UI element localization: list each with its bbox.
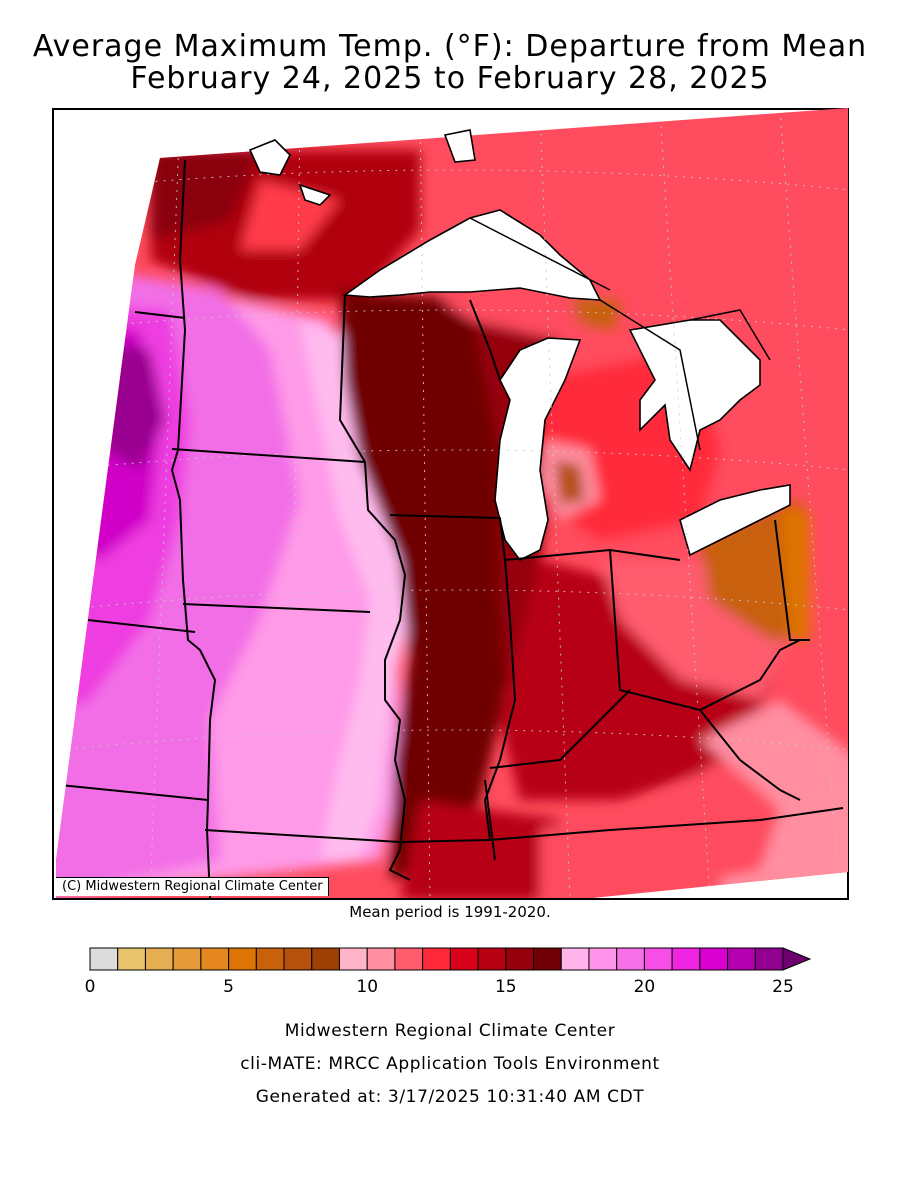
shaded-field: [56, 108, 848, 898]
map-title: Average Maximum Temp. (°F): Departure fr…: [32, 29, 868, 64]
state-boundaries: [59, 159, 844, 898]
footer-tool: cli-MATE: MRCC Application Tools Environ…: [240, 1054, 660, 1074]
copyright-note: (C) Midwestern Regional Climate Center: [56, 877, 329, 896]
map-date-range: February 24, 2025 to February 28, 2025: [130, 61, 770, 96]
mean-period-note: Mean period is 1991-2020.: [349, 903, 551, 921]
lake-huron: [628, 319, 761, 472]
lake-michigan: [494, 337, 582, 562]
lake-superior: [342, 209, 602, 301]
footer-generated: Generated at: 3/17/2025 10:31:40 AM CDT: [255, 1087, 645, 1107]
footer-org: Midwestern Regional Climate Center: [284, 1021, 616, 1041]
lake-erie: [679, 484, 791, 557]
